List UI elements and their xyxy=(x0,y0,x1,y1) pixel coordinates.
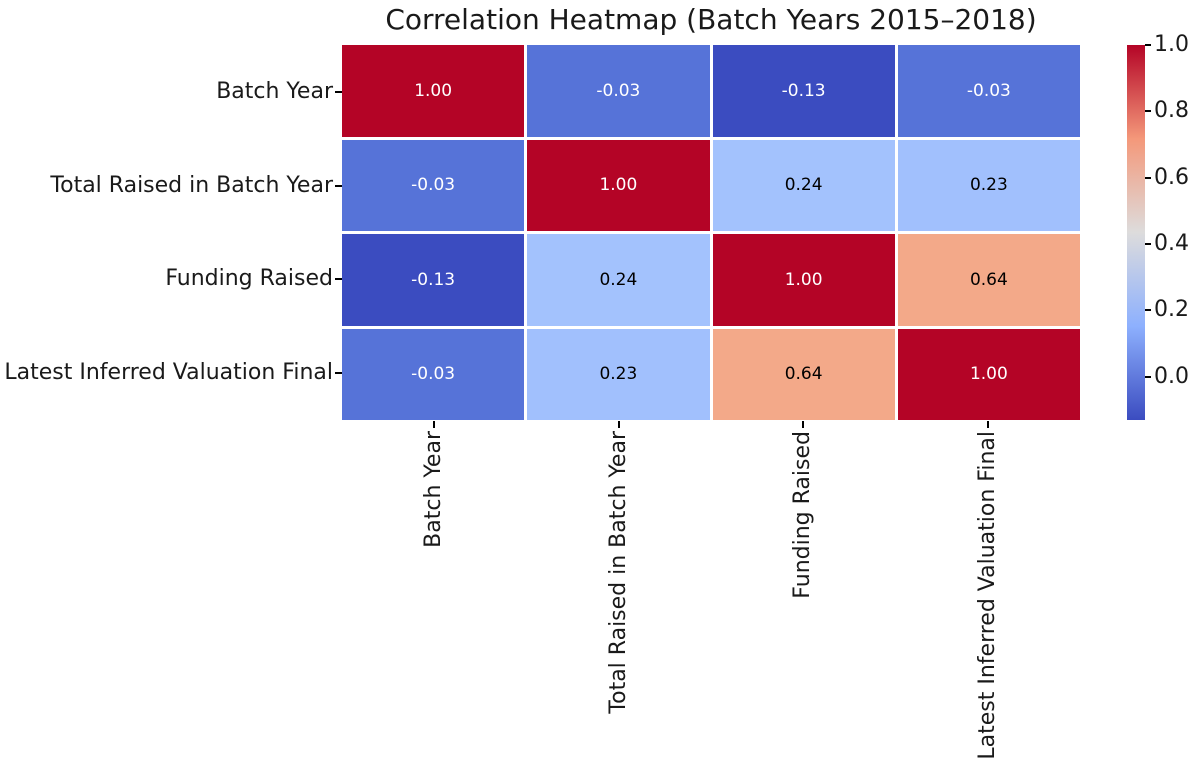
heatmap-cell: -0.03 xyxy=(342,328,525,420)
y-axis-tick-mark xyxy=(335,278,342,281)
x-axis-tick-mark xyxy=(986,421,989,428)
x-axis-tick-label: Funding Raised xyxy=(790,431,816,599)
heatmap-cell: 1.00 xyxy=(712,234,895,326)
y-axis-tick-label: Latest Inferred Valuation Final xyxy=(4,360,333,386)
x-axis-tick-label: Total Raised in Batch Year xyxy=(605,431,631,714)
heatmap-cell: -0.03 xyxy=(527,45,710,137)
cell-value-label: -0.03 xyxy=(966,80,1011,101)
cell-value-label: -0.03 xyxy=(411,364,456,385)
heatmap-cell: -0.03 xyxy=(342,139,525,231)
x-axis-tick-mark xyxy=(433,421,436,428)
heatmap-cell: -0.13 xyxy=(712,45,895,137)
cell-value-label: -0.03 xyxy=(411,175,456,196)
colorbar-tick-mark xyxy=(1145,44,1151,46)
y-axis-tick-label: Batch Year xyxy=(216,78,333,104)
cell-value-label: 0.24 xyxy=(784,175,823,196)
heatmap-cell: 0.64 xyxy=(712,328,895,420)
heatmap-cell: 1.00 xyxy=(527,139,710,231)
cell-value-label: 0.64 xyxy=(784,364,823,385)
colorbar-tick-mark xyxy=(1145,309,1151,312)
y-axis-tick-mark xyxy=(335,372,342,375)
heatmap-cell: 0.23 xyxy=(527,328,710,420)
cell-value-label: -0.03 xyxy=(596,80,641,101)
heatmap-cell: 1.00 xyxy=(342,45,525,137)
heatmap-cell: 0.23 xyxy=(897,139,1080,231)
heatmap-cell: 1.00 xyxy=(897,328,1080,420)
cell-value-label: 0.64 xyxy=(969,269,1008,290)
heatmap-cell: 0.24 xyxy=(527,234,710,326)
y-axis-tick-mark xyxy=(335,184,342,187)
colorbar-tick-label: 0.0 xyxy=(1154,363,1189,389)
cell-value-label: 0.23 xyxy=(969,175,1008,196)
colorbar-tick-mark xyxy=(1145,176,1151,179)
chart-title: Correlation Heatmap (Batch Years 2015–20… xyxy=(385,3,1037,36)
colorbar-tick-label: 1.0 xyxy=(1154,32,1189,57)
y-axis-tick-label: Total Raised in Batch Year xyxy=(50,172,333,198)
cell-value-label: 1.00 xyxy=(599,175,638,196)
colorbar-tick-label: 0.2 xyxy=(1154,297,1189,323)
x-axis-tick-label: Latest Inferred Valuation Final xyxy=(974,431,1000,760)
cell-value-label: 1.00 xyxy=(784,269,823,290)
colorbar-tick-mark xyxy=(1145,375,1151,378)
heatmap-cell: 0.64 xyxy=(897,234,1080,326)
heatmap-cell: -0.03 xyxy=(897,45,1080,137)
colorbar-tick-label: 0.8 xyxy=(1154,98,1189,124)
y-axis-tick-label: Funding Raised xyxy=(165,266,333,292)
colorbar-gradient xyxy=(1127,45,1145,420)
heatmap-cell: 0.24 xyxy=(712,139,895,231)
heatmap-grid: 1.00 -0.03 -0.13 -0.03 -0.03 1.00 0.24 0.23 -0.1… xyxy=(342,45,1080,420)
cell-value-label: 0.23 xyxy=(599,364,638,385)
cell-value-label: -0.13 xyxy=(411,269,456,290)
cell-value-label: -0.13 xyxy=(781,80,826,101)
y-axis-tick-mark xyxy=(335,90,342,93)
colorbar-tick-label: 0.4 xyxy=(1154,231,1189,257)
x-axis-tick-mark xyxy=(802,421,805,428)
colorbar-tick-label: 0.6 xyxy=(1154,164,1189,190)
heatmap-cell: -0.13 xyxy=(342,234,525,326)
cell-value-label: 1.00 xyxy=(414,80,453,101)
cell-value-label: 1.00 xyxy=(969,364,1008,385)
colorbar-tick-mark xyxy=(1145,110,1151,113)
cell-value-label: 0.24 xyxy=(599,269,638,290)
x-axis-tick-mark xyxy=(617,421,620,428)
x-axis-tick-label: Batch Year xyxy=(421,431,447,548)
colorbar-tick-mark xyxy=(1145,243,1151,246)
